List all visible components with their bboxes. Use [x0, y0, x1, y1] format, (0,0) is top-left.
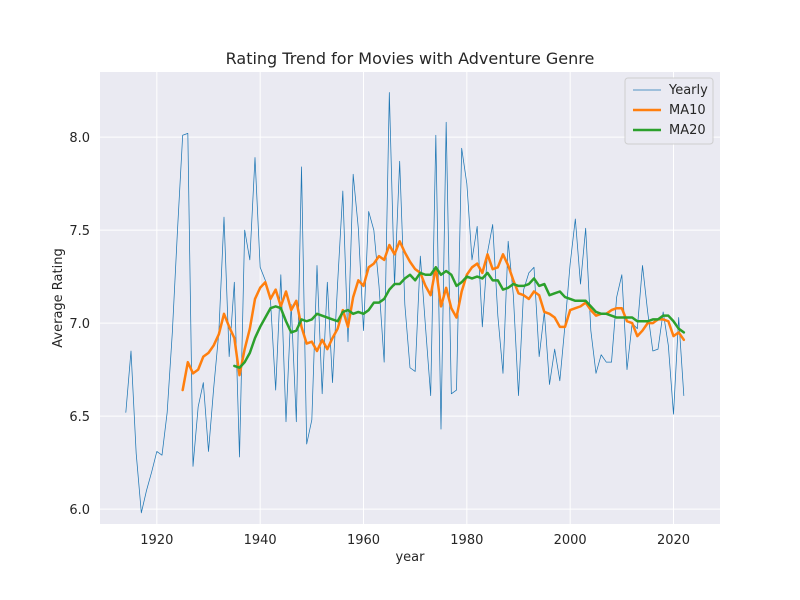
x-tick-label: 1980	[450, 533, 483, 548]
legend-label-ma10: MA10	[669, 103, 706, 118]
x-tick-label: 1940	[244, 533, 277, 548]
x-tick-label: 2020	[657, 533, 690, 548]
y-tick-label: 6.5	[69, 410, 90, 425]
x-tick-label: 1960	[347, 533, 380, 548]
y-tick-labels: 6.0 6.5 7.0 7.5 8.0	[69, 131, 90, 518]
y-tick-label: 7.5	[69, 224, 90, 239]
y-tick-label: 7.0	[69, 317, 90, 332]
chart-title: Rating Trend for Movies with Adventure G…	[226, 49, 595, 68]
y-tick-label: 6.0	[69, 503, 90, 518]
legend-label-yearly: Yearly	[668, 83, 708, 98]
legend-label-ma20: MA20	[669, 123, 706, 138]
x-tick-labels: 1920 1940 1960 1980 2000 2020	[140, 533, 690, 548]
legend-box	[624, 77, 714, 145]
x-axis-label: year	[395, 550, 425, 565]
grid-lines	[100, 72, 720, 524]
x-tick-label: 2000	[554, 533, 587, 548]
y-tick-label: 8.0	[69, 131, 90, 146]
series-line-ma20	[233, 266, 686, 369]
series-layer	[125, 92, 686, 514]
x-tick-label: 1920	[140, 533, 173, 548]
y-axis-label: Average Rating	[51, 248, 66, 347]
legend: Yearly MA10 MA20	[624, 77, 714, 145]
